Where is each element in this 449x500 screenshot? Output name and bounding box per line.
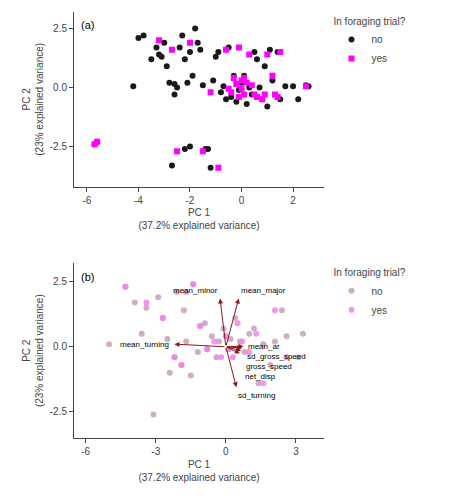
svg-text:no: no xyxy=(372,286,384,297)
svg-text:(b): (b) xyxy=(81,271,94,283)
svg-text:In foraging trial?: In foraging trial? xyxy=(334,267,406,278)
svg-text:no: no xyxy=(372,34,384,45)
svg-text:0.0: 0.0 xyxy=(53,341,67,352)
svg-text:sd_gross_speed: sd_gross_speed xyxy=(247,352,306,361)
svg-text:mean_major: mean_major xyxy=(241,286,286,295)
svg-text:PC 1(37.2% explained variance): PC 1(37.2% explained variance) xyxy=(138,459,259,483)
svg-text:-2: -2 xyxy=(186,195,195,206)
svg-text:0.0: 0.0 xyxy=(53,82,67,93)
svg-text:-6: -6 xyxy=(81,446,90,457)
svg-text:2.5: 2.5 xyxy=(53,23,67,34)
svg-text:-6: -6 xyxy=(82,195,91,206)
svg-text:-2.5: -2.5 xyxy=(50,141,68,152)
svg-text:2: 2 xyxy=(290,195,296,206)
svg-text:yes: yes xyxy=(372,305,388,316)
svg-text:mean_turning: mean_turning xyxy=(120,340,169,349)
svg-text:In foraging trial?: In foraging trial? xyxy=(334,16,406,27)
svg-text:-4: -4 xyxy=(134,195,143,206)
svg-text:3: 3 xyxy=(293,446,299,457)
svg-text:PC 2(23% explained variance): PC 2(23% explained variance) xyxy=(21,294,45,407)
svg-text:mean_minor: mean_minor xyxy=(173,286,218,295)
svg-text:-2.5: -2.5 xyxy=(50,406,68,417)
svg-text:mean_ar: mean_ar xyxy=(248,342,280,351)
svg-text:2.5: 2.5 xyxy=(53,276,67,287)
svg-text:yes: yes xyxy=(372,53,388,64)
svg-text:(a): (a) xyxy=(81,19,94,31)
svg-text:0: 0 xyxy=(239,195,245,206)
svg-text:gross_speed: gross_speed xyxy=(246,362,292,371)
svg-text:PC 1(37.2% explained variance): PC 1(37.2% explained variance) xyxy=(138,207,259,231)
svg-text:sd_turning: sd_turning xyxy=(238,391,275,400)
svg-text:-3: -3 xyxy=(151,446,160,457)
svg-text:net_disp: net_disp xyxy=(245,372,276,381)
svg-text:PC 2(23% explained variance): PC 2(23% explained variance) xyxy=(21,43,45,156)
svg-text:0: 0 xyxy=(223,446,229,457)
